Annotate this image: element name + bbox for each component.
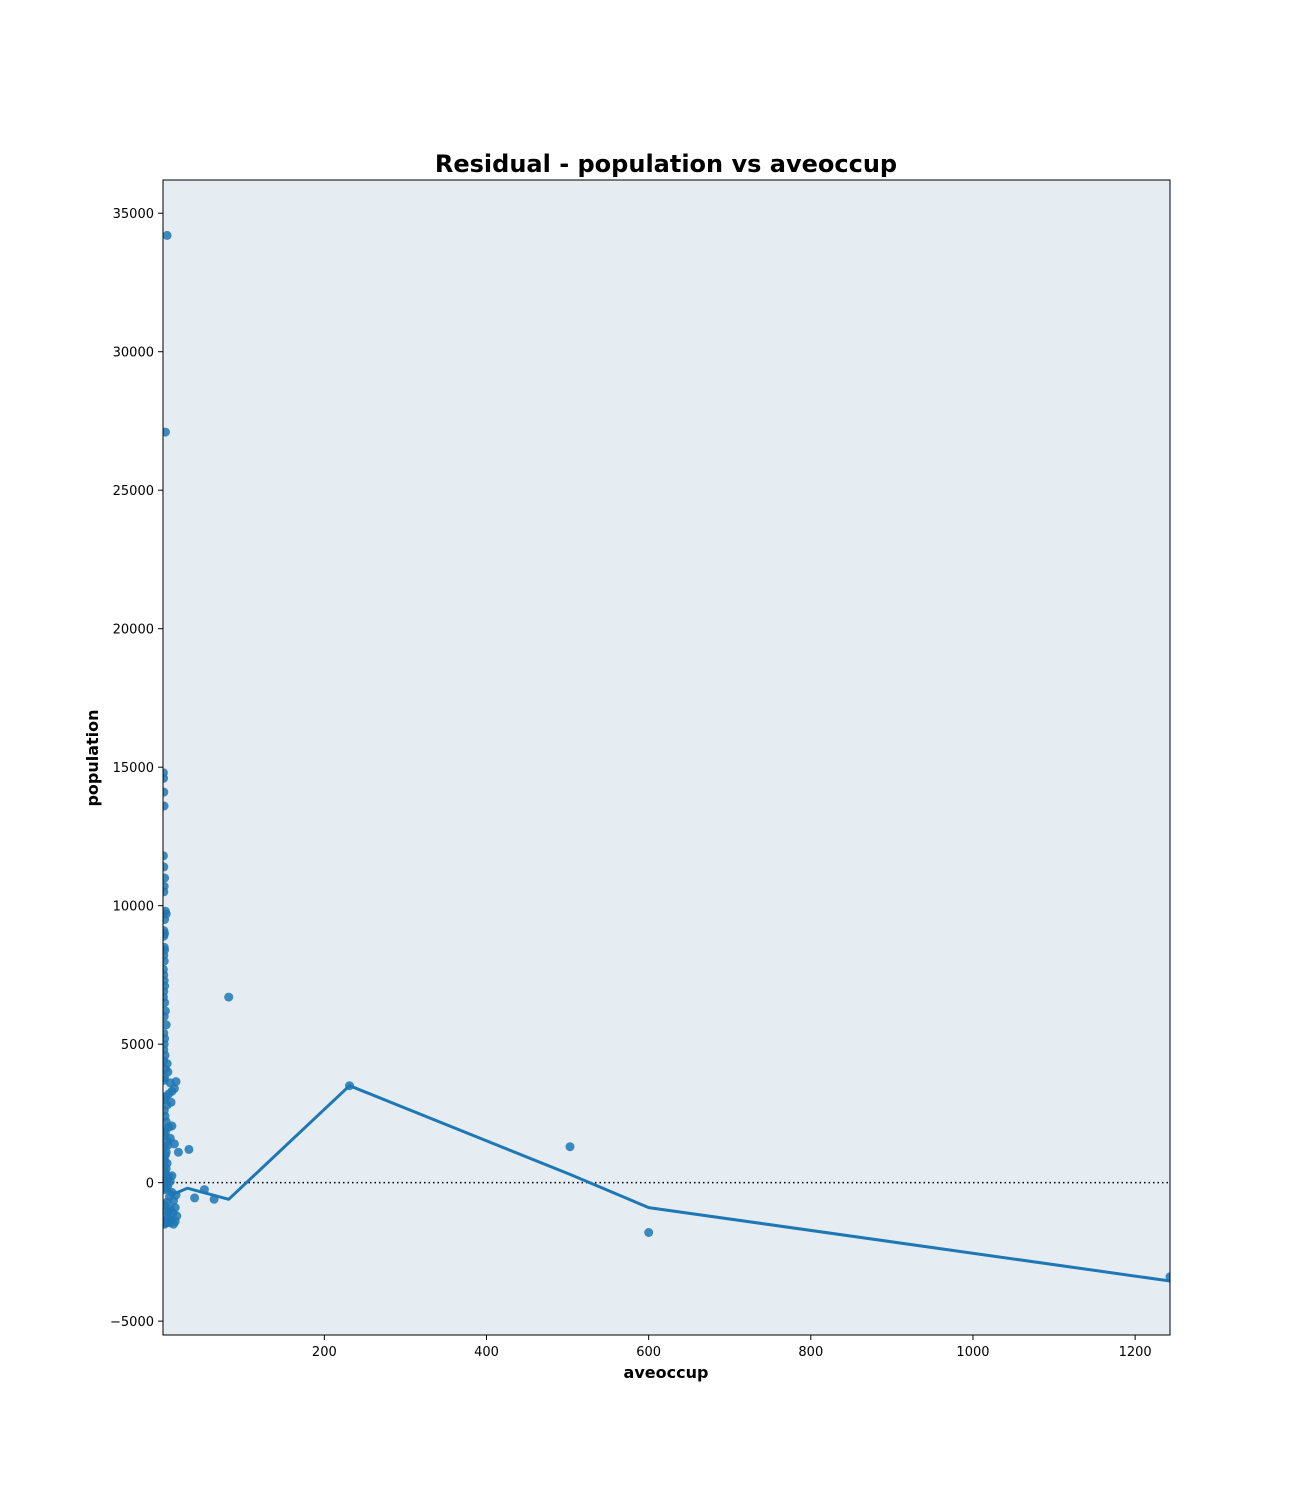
scatter-point <box>565 1142 575 1152</box>
scatter-point <box>163 427 170 437</box>
scatter-point <box>199 1185 209 1195</box>
scatter-point <box>163 773 169 783</box>
x-tick-label: 1000 <box>956 1345 989 1360</box>
y-tick-label: 35000 <box>113 207 154 222</box>
scatter-point <box>209 1194 219 1204</box>
plot-frame <box>162 179 1171 1336</box>
y-axis-label: population <box>83 709 102 806</box>
y-tick-label: 5000 <box>121 1038 154 1053</box>
scatter-point <box>163 862 169 872</box>
x-tick-label: 400 <box>474 1345 499 1360</box>
scatter-point <box>190 1193 200 1203</box>
x-tick-label: 800 <box>798 1345 823 1360</box>
scatter-point <box>644 1228 654 1237</box>
y-tick-label: 15000 <box>113 761 154 776</box>
plot-area <box>163 180 1170 1335</box>
y-tick-label: 0 <box>146 1177 154 1192</box>
scatter-point <box>163 851 168 861</box>
x-axis-ticks: 200 400 600 800 1000 1200 <box>312 1335 1152 1360</box>
scatter-point <box>163 915 170 924</box>
x-tick-label: 200 <box>312 1345 337 1360</box>
scatter-point <box>163 801 169 811</box>
scatter-point <box>1165 1272 1170 1282</box>
scatter-point <box>163 1219 170 1229</box>
scatter-point <box>169 1219 178 1229</box>
y-tick-label: 10000 <box>113 900 154 915</box>
y-tick-label: 25000 <box>113 484 154 499</box>
chart-title: Residual - population vs aveoccup <box>435 150 897 178</box>
scatter-point <box>224 992 234 1002</box>
x-tick-label: 1200 <box>1119 1345 1152 1360</box>
y-tick-label: 20000 <box>113 623 154 638</box>
scatter-point <box>171 1077 181 1087</box>
scatter-point <box>163 998 170 1008</box>
x-axis-label: aveoccup <box>624 1363 709 1382</box>
scatter-point <box>163 787 169 797</box>
scatter-point <box>163 1012 169 1021</box>
x-tick-label: 600 <box>636 1345 661 1360</box>
y-tick-label: 30000 <box>113 346 154 361</box>
y-axis-ticks: −5000 0 5000 10000 15000 20000 25000 30000 35000 <box>110 207 163 1330</box>
scatter-point <box>173 1147 183 1157</box>
scatter-points-layer <box>163 230 1170 1282</box>
scatter-point <box>163 931 169 941</box>
scatter-point <box>163 956 169 966</box>
scatter-point <box>163 887 169 897</box>
scatter-point <box>163 230 172 240</box>
y-tick-label: −5000 <box>110 1315 154 1330</box>
scatter-point <box>184 1144 194 1154</box>
scatter-point <box>345 1081 354 1091</box>
scatter-point <box>163 873 170 883</box>
scatter-point <box>163 1020 171 1030</box>
